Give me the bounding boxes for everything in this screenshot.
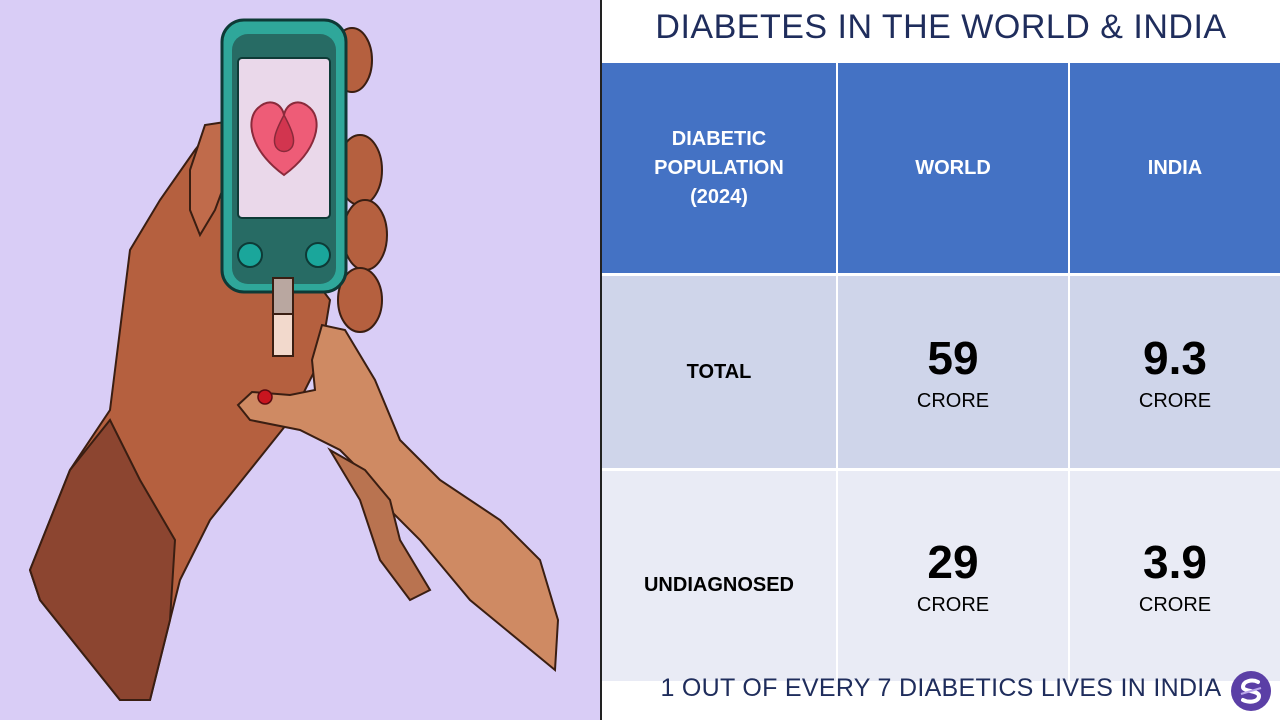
blood-drop-icon	[273, 113, 295, 153]
info-panel: DIABETES IN THE WORLD & INDIA DIABETIC P…	[602, 0, 1280, 720]
cell-world-total: 59 CRORE	[837, 274, 1070, 471]
table-row-total: TOTAL 59 CRORE 9.3 CRORE	[602, 274, 1280, 471]
footer-note: 1 OUT OF EVERY 7 DIABETICS LIVES IN INDI…	[660, 674, 1222, 702]
header-population: DIABETIC POPULATION (2024)	[602, 63, 838, 276]
device-button-right	[305, 242, 331, 268]
india-total-value: 9.3	[1143, 331, 1207, 384]
cell-india-total: 9.3 CRORE	[1069, 274, 1280, 471]
india-total-unit: CRORE	[1138, 389, 1212, 412]
device-button-left	[237, 242, 263, 268]
world-total-unit: CRORE	[916, 389, 990, 412]
right-hand-shadow	[327, 447, 432, 602]
world-total-value: 59	[927, 331, 979, 384]
blood-drop	[257, 389, 273, 405]
diabetes-table: DIABETIC POPULATION (2024) WORLD INDIA T…	[602, 63, 1280, 684]
finger-3	[342, 199, 388, 271]
header-world: WORLD	[837, 63, 1070, 276]
table-header-row: DIABETIC POPULATION (2024) WORLD INDIA	[602, 63, 1280, 276]
arm-shadow	[28, 418, 177, 701]
panel-divider	[600, 0, 602, 720]
cell-world-undiagnosed: 29 CRORE	[837, 469, 1070, 684]
world-undiagnosed-value: 29	[927, 535, 979, 588]
india-undiagnosed-value: 3.9	[1143, 535, 1207, 588]
brand-logo-icon	[1231, 671, 1271, 711]
finger-4	[337, 267, 383, 333]
world-undiagnosed-unit: CRORE	[916, 593, 990, 616]
glucometer-illustration	[28, 18, 560, 701]
row-label-total: TOTAL	[602, 274, 838, 471]
page-title: DIABETES IN THE WORLD & INDIA	[655, 8, 1227, 46]
row-label-undiagnosed: UNDIAGNOSED	[602, 469, 838, 684]
india-undiagnosed-unit: CRORE	[1138, 593, 1212, 616]
table-row-undiagnosed: UNDIAGNOSED 29 CRORE 3.9 CRORE	[602, 469, 1280, 684]
illustration-panel	[0, 0, 600, 720]
cell-india-undiagnosed: 3.9 CRORE	[1069, 469, 1280, 684]
header-population-label: DIABETIC POPULATION (2024)	[654, 127, 784, 208]
header-india: INDIA	[1069, 63, 1280, 276]
